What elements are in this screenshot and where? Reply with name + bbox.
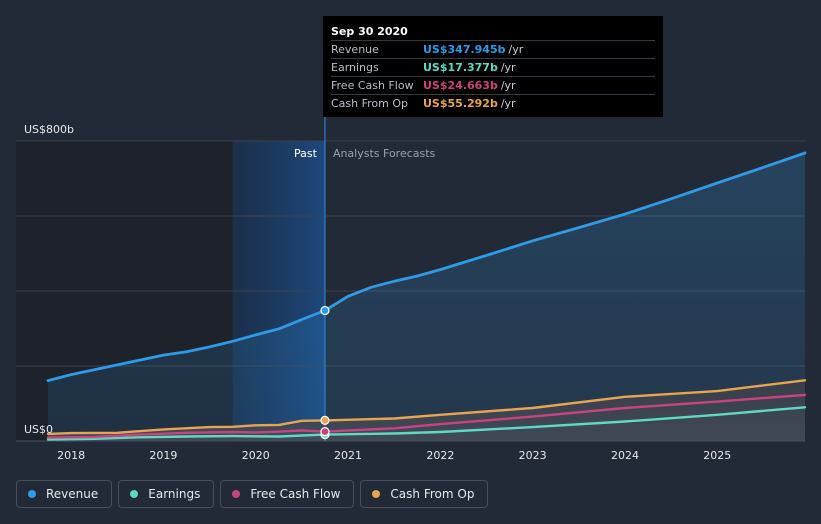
tooltip-label: Free Cash Flow [331,79,414,92]
legend-label: Revenue [46,487,99,501]
revenue-area [48,153,805,441]
tooltip-row-cash-from-op: Cash From Op US$55.292b /yr [331,94,655,112]
tooltip-value: US$17.377b [423,61,498,74]
marker-cash-from-op [320,415,330,425]
x-tick-label: 2025 [703,449,731,462]
y-axis-top-label: US$800b [24,123,74,136]
tooltip-value: US$347.945b [423,43,506,56]
cash-from-op-area [48,380,805,441]
tooltip-row-revenue: Revenue US$347.945b /yr [331,40,655,58]
tooltip-date: Sep 30 2020 [331,25,408,38]
tooltip-value: US$24.663b [423,79,498,92]
legend-label: Cash From Op [390,487,475,501]
x-tick-label: 2024 [611,449,639,462]
legend-label: Free Cash Flow [250,487,341,501]
legend-item-free-cash-flow[interactable]: Free Cash Flow [220,480,355,508]
past-label: Past [294,147,318,160]
earnings-dot-icon [130,490,139,498]
tooltip-label: Cash From Op [331,97,409,110]
tooltip-unit: /yr [500,97,516,110]
series-line-revenue [46,151,807,382]
legend-item-revenue[interactable]: Revenue [16,480,113,508]
free-cash-flow-dot-icon [232,490,241,498]
legend-item-cash-from-op[interactable]: Cash From Op [360,480,489,508]
legend-item-earnings[interactable]: Earnings [118,480,215,508]
tooltip-value: US$55.292b [423,97,498,110]
x-tick-label: 2021 [334,449,362,462]
x-tick-label: 2022 [426,449,454,462]
x-tick-label: 2019 [149,449,177,462]
tooltip: Sep 30 2020 Revenue US$347.945b /yr Earn… [323,16,663,117]
series-line-free-cash-flow [46,393,807,439]
tooltip-label: Earnings [331,61,379,74]
tooltip-unit: /yr [500,79,516,92]
marker-revenue [320,305,330,316]
tooltip-row-earnings: Earnings US$17.377b /yr [331,58,655,76]
forecast-label: Analysts Forecasts [333,147,436,160]
legend: Revenue Earnings Free Cash Flow Cash Fro… [16,480,489,508]
x-tick-label: 2023 [519,449,547,462]
tooltip-label: Revenue [331,43,379,56]
cash-from-op-dot-icon [372,490,381,498]
x-tick-label: 2018 [57,449,85,462]
tooltip-unit: /yr [500,61,516,74]
tooltip-row-free-cash-flow: Free Cash Flow US$24.663b /yr [331,76,655,94]
legend-label: Earnings [148,487,201,501]
tooltip-unit: /yr [508,43,524,56]
marker-free-cash-flow [320,427,330,437]
x-tick-label: 2020 [242,449,270,462]
y-axis-bottom-label: US$0 [24,423,53,436]
revenue-dot-icon [28,490,36,498]
series-line-cash-from-op [46,379,807,436]
